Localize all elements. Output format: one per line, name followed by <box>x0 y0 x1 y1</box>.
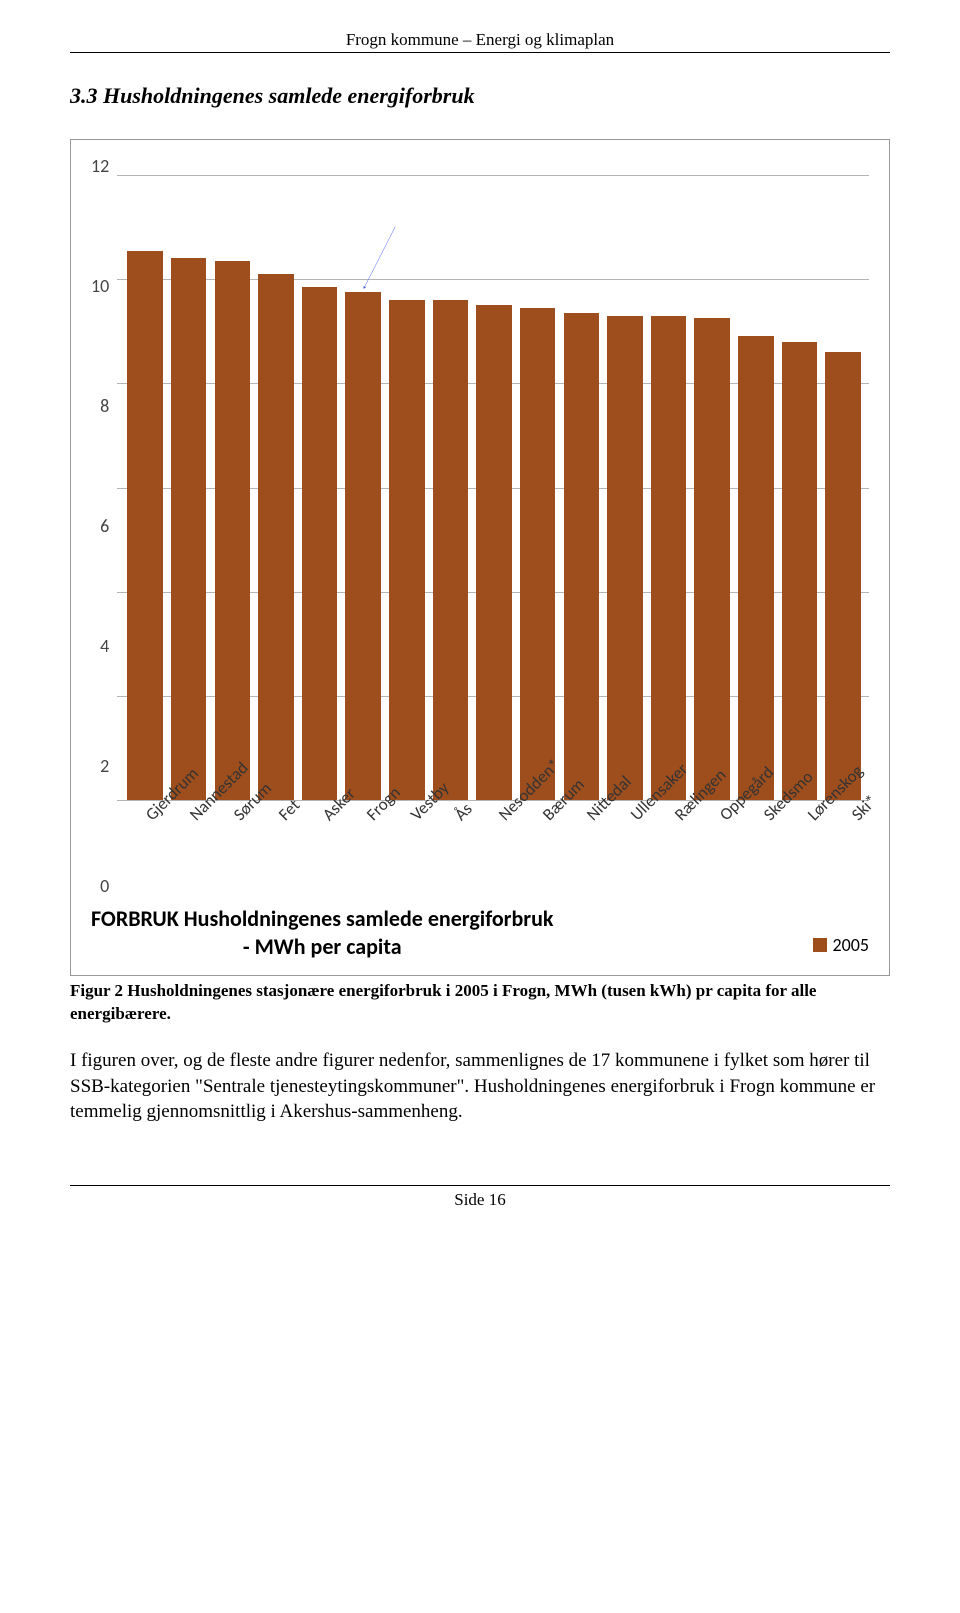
bar <box>433 300 469 800</box>
caption-line2: energibærere. <box>70 1004 171 1023</box>
x-label: Skedsmo <box>741 810 777 895</box>
body-paragraph: I figuren over, og de fleste andre figur… <box>70 1048 890 1125</box>
section-title: 3.3 Husholdningenes samlede energiforbru… <box>70 83 890 109</box>
gridline <box>117 800 869 801</box>
x-label: Nannestad <box>167 810 203 895</box>
x-label: Nittedal <box>564 810 600 895</box>
bar <box>302 287 338 800</box>
bar <box>607 316 643 800</box>
x-label: Oppegård <box>697 810 733 895</box>
x-label: Vestby <box>388 810 424 895</box>
caption-line1: Figur 2 Husholdningenes stasjonære energ… <box>70 981 816 1000</box>
bar <box>825 352 861 800</box>
bar <box>215 261 251 800</box>
x-label: Fet <box>256 810 292 895</box>
x-label: Bærum <box>520 810 556 895</box>
x-label: Ullensaker <box>608 810 644 895</box>
chart-legend: 2005 <box>813 934 870 960</box>
x-label: Gjerdrum <box>123 810 159 895</box>
legend-label: 2005 <box>833 934 870 956</box>
bar <box>520 308 556 800</box>
x-label: Ås <box>432 810 468 895</box>
chart-container: 121086420 GjerdrumNannestadSørumFetAsker… <box>70 139 890 976</box>
bar <box>476 305 512 800</box>
x-label: Rælingen <box>652 810 688 895</box>
chart-title-line1: FORBRUK Husholdningenes samlede energifo… <box>91 905 553 933</box>
x-label: Sørum <box>211 810 247 895</box>
bar <box>782 342 818 800</box>
bar <box>694 318 730 800</box>
figure-caption: Figur 2 Husholdningenes stasjonære energ… <box>70 980 890 1026</box>
legend-swatch <box>813 938 827 952</box>
bar <box>345 292 381 800</box>
page-header: Frogn kommune – Energi og klimaplan <box>70 30 890 53</box>
x-label: Nesodden* <box>476 810 512 895</box>
x-label: Lørenskog <box>785 810 821 895</box>
bar <box>564 313 600 800</box>
bar <box>651 316 687 800</box>
bar <box>258 274 294 800</box>
page-footer: Side 16 <box>70 1185 890 1210</box>
y-axis: 121086420 <box>91 175 119 895</box>
x-label: Ski* <box>829 810 865 895</box>
x-label: Asker <box>300 810 336 895</box>
bar <box>171 258 207 800</box>
chart-plot <box>119 175 869 800</box>
x-axis-labels: GjerdrumNannestadSørumFetAskerFrognVestb… <box>119 800 869 895</box>
chart-title: FORBRUK Husholdningenes samlede energifo… <box>91 905 553 960</box>
x-label: Frogn <box>344 810 380 895</box>
bar <box>127 251 163 800</box>
bar <box>738 336 774 800</box>
chart-title-line2: - MWh per capita <box>91 933 553 961</box>
bar <box>389 300 425 800</box>
gridline <box>117 175 869 176</box>
